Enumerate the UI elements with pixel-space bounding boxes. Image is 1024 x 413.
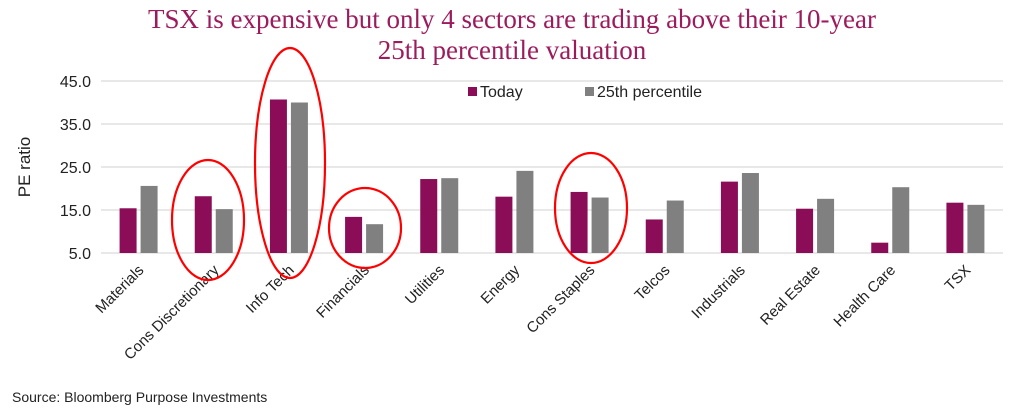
legend-label: Today <box>480 84 523 101</box>
bar-today <box>645 219 663 253</box>
highlight-ellipse <box>170 158 246 282</box>
title-line-1: TSX is expensive but only 4 sectors are … <box>147 4 877 34</box>
y-tick-label: 5.0 <box>69 246 91 263</box>
title-line-2: 25th percentile valuation <box>377 35 647 65</box>
highlight-ellipse <box>253 46 327 280</box>
x-tick-label: Financials <box>313 262 373 322</box>
y-tick-label: 35.0 <box>60 117 91 134</box>
x-tick-label: Energy <box>478 261 524 307</box>
bar-today <box>194 196 212 253</box>
x-tick-label: Industrials <box>688 262 748 322</box>
bar-today <box>570 191 588 253</box>
bar-25th-percentile <box>516 170 534 253</box>
legend-label: 25th percentile <box>597 84 702 101</box>
y-tick-label: 15.0 <box>60 203 91 220</box>
bar-25th-percentile <box>817 198 835 253</box>
y-tick-label: 25.0 <box>60 160 91 177</box>
bar-today <box>269 99 287 254</box>
bar-25th-percentile <box>366 224 384 253</box>
x-tick-label: Real Estate <box>757 262 824 329</box>
bar-25th-percentile <box>666 200 684 253</box>
y-tick-label: 45.0 <box>60 74 91 91</box>
bar-today <box>495 196 513 253</box>
bar-today <box>420 179 438 253</box>
bar-today <box>119 208 137 253</box>
highlight-ellipse <box>553 151 629 265</box>
chart-title: TSX is expensive but only 4 sectors are … <box>0 4 1024 66</box>
legend-swatch <box>585 87 594 96</box>
bar-today <box>871 242 889 253</box>
bar-25th-percentile <box>140 185 158 253</box>
bar-today <box>720 181 738 253</box>
x-tick-label: TSX <box>942 262 975 295</box>
bar-25th-percentile <box>591 197 609 253</box>
x-tick-label: Telcos <box>631 262 673 304</box>
bar-25th-percentile <box>967 204 985 253</box>
legend-swatch <box>468 87 477 96</box>
bar-25th-percentile <box>741 173 759 253</box>
x-tick-label: Info Tech <box>243 262 298 317</box>
source-note: Source: Bloomberg Purpose Investments <box>12 389 268 405</box>
bar-25th-percentile <box>215 209 233 253</box>
x-tick-label: Health Care <box>830 262 899 331</box>
x-tick-label: Cons Staples <box>523 262 598 337</box>
bar-25th-percentile <box>290 102 308 253</box>
bar-today <box>345 216 363 253</box>
y-axis-label: PE ratio <box>15 137 34 197</box>
bar-today <box>796 208 814 253</box>
highlight-ellipse <box>327 186 403 270</box>
bar-25th-percentile <box>892 187 910 253</box>
x-tick-label: Materials <box>92 262 147 317</box>
x-tick-label: Utilities <box>402 262 448 308</box>
bar-today <box>946 202 964 253</box>
bar-25th-percentile <box>441 178 459 253</box>
